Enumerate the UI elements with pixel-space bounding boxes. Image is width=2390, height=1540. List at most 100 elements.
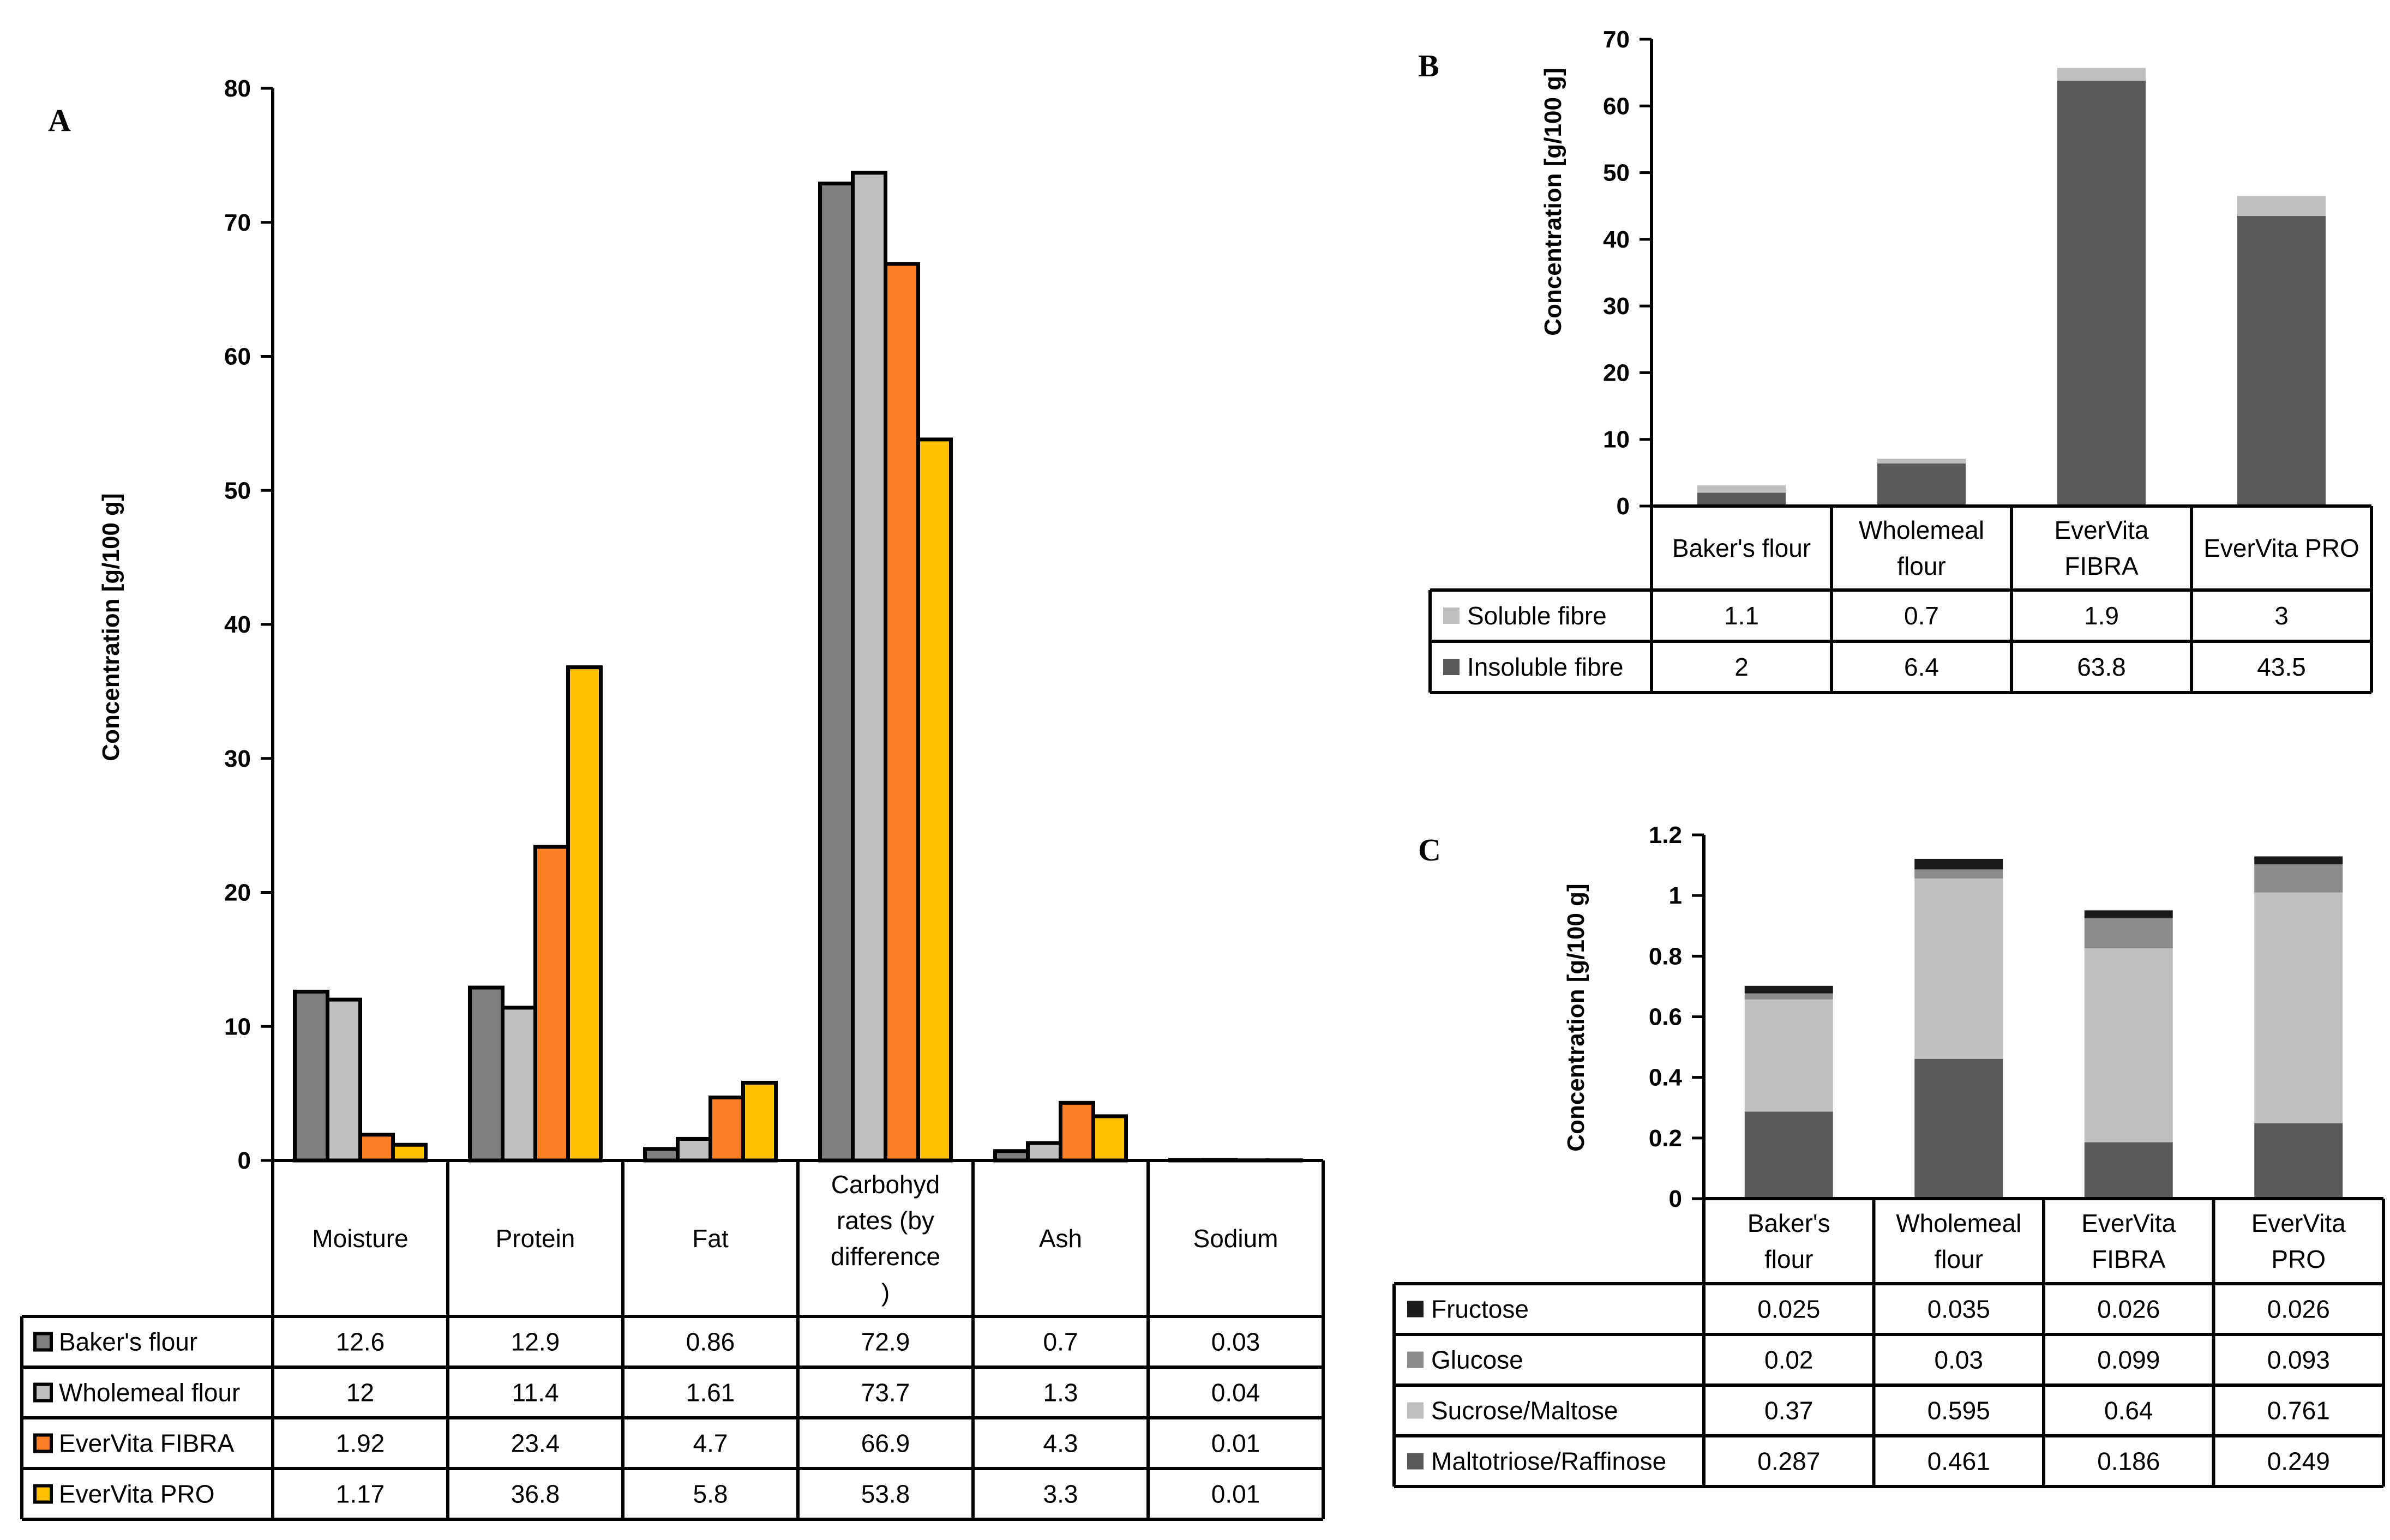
table-cell-maltotriose-raffinose-evervita-pro: 0.249	[2267, 1447, 2330, 1476]
category-label-baker-s-flour-line-0: Baker's flour	[1672, 534, 1811, 562]
y-axis-title: Concentration [g/100 g]	[1540, 68, 1566, 335]
table-cell-evervita-pro-fat: 5.8	[693, 1480, 728, 1508]
category-label-sodium-line-0: Sodium	[1193, 1224, 1278, 1253]
bar-fructose-wholemeal-flour	[1914, 858, 2003, 870]
bar-insoluble-fibre-baker-s-flour	[1697, 492, 1786, 506]
y-tick-label-0-8: 0.8	[1649, 943, 1682, 970]
bar-maltotriose-raffinose-wholemeal-flour	[1914, 1058, 2003, 1199]
bar-insoluble-fibre-evervita-fibra	[2057, 80, 2146, 506]
table-cell-glucose-wholemeal-flour: 0.03	[1934, 1346, 1983, 1374]
bar-evervita-fibra-carbohyd-rates-by-difference	[884, 262, 920, 1163]
table-cell-insoluble-fibre-wholemeal-flour: 6.4	[1904, 653, 1939, 681]
bar-maltotriose-raffinose-evervita-fibra	[2084, 1142, 2173, 1199]
legend-swatch-evervita-pro	[33, 1484, 53, 1504]
category-label-wholemeal-flour-line-1: flour	[1935, 1245, 1983, 1273]
bar-soluble-fibre-evervita-fibra	[2057, 68, 2146, 81]
table-cell-baker-s-flour-ash: 0.7	[1043, 1328, 1078, 1356]
bar-insoluble-fibre-evervita-pro	[2237, 216, 2326, 506]
bar-baker-s-flour-carbohyd-rates-by-difference	[818, 181, 855, 1163]
legend-label-maltotriose-raffinose: Maltotriose/Raffinose	[1431, 1447, 1666, 1476]
category-label-wholemeal-flour-line-0: Wholemeal	[1896, 1209, 2021, 1237]
table-cell-glucose-evervita-fibra: 0.099	[2097, 1346, 2160, 1374]
table-cell-evervita-fibra-sodium: 0.01	[1211, 1429, 1260, 1458]
table-cell-maltotriose-raffinose-evervita-fibra: 0.186	[2097, 1447, 2160, 1476]
y-axis-title: Concentration [g/100 g]	[1563, 883, 1589, 1151]
bar-evervita-fibra-ash	[1059, 1100, 1095, 1163]
bar-soluble-fibre-evervita-pro	[2237, 196, 2326, 216]
table-cell-fructose-wholemeal-flour: 0.035	[1927, 1295, 1990, 1324]
category-label-evervita-pro-line-1: PRO	[2271, 1245, 2326, 1273]
legend-label-wholemeal-flour: Wholemeal flour	[59, 1379, 240, 1407]
y-axis-title: Concentration [g/100 g]	[98, 493, 124, 761]
bar-soluble-fibre-wholemeal-flour	[1877, 459, 1966, 464]
table-cell-wholemeal-flour-protein: 11.4	[512, 1379, 559, 1407]
category-label-carbohyd-rates-by-difference-line-0: Carbohyd	[831, 1170, 940, 1199]
table-cell-insoluble-fibre-evervita-pro: 43.5	[2257, 653, 2306, 681]
table-cell-soluble-fibre-baker-s-flour: 1.1	[1724, 601, 1759, 630]
y-tick-label-40: 40	[1603, 226, 1630, 253]
legend-swatch-insoluble-fibre	[1443, 659, 1460, 675]
category-label-wholemeal-flour-line-1: flour	[1897, 552, 1945, 580]
category-label-wholemeal-flour-line-0: Wholemeal	[1859, 516, 1984, 544]
legend-label-soluble-fibre: Soluble fibre	[1467, 601, 1607, 630]
category-label-carbohyd-rates-by-difference-line-2: difference	[831, 1242, 940, 1271]
y-tick-label-30: 30	[224, 745, 251, 772]
bar-soluble-fibre-baker-s-flour	[1697, 485, 1786, 493]
category-label-carbohyd-rates-by-difference-line-1: rates (by	[837, 1206, 934, 1235]
table-cell-sucrose-maltose-evervita-pro: 0.761	[2267, 1397, 2330, 1425]
legend-swatch-sucrose-maltose	[1407, 1402, 1424, 1419]
table-cell-glucose-evervita-pro: 0.093	[2267, 1346, 2330, 1374]
bar-baker-s-flour-moisture	[293, 989, 329, 1163]
category-label-evervita-fibra-line-1: FIBRA	[2064, 552, 2139, 580]
category-label-moisture-line-0: Moisture	[312, 1224, 408, 1253]
category-label-evervita-fibra-line-0: EverVita	[2081, 1209, 2176, 1237]
legend-swatch-wholemeal-flour	[33, 1382, 53, 1403]
y-tick-label-0: 0	[1617, 493, 1630, 520]
bar-fructose-baker-s-flour	[1744, 985, 1833, 994]
y-tick-label-0: 0	[238, 1147, 251, 1174]
bar-sucrose-maltose-evervita-fibra	[2084, 948, 2173, 1142]
bar-baker-s-flour-fat	[643, 1147, 680, 1163]
table-cell-wholemeal-flour-moisture: 12	[346, 1379, 374, 1407]
bar-glucose-evervita-fibra	[2084, 918, 2173, 948]
legend-label-fructose: Fructose	[1431, 1295, 1529, 1324]
table-cell-baker-s-flour-carbohyd-rates-by-difference: 72.9	[861, 1328, 910, 1356]
table-cell-evervita-pro-carbohyd-rates-by-difference: 53.8	[861, 1480, 910, 1508]
bar-evervita-pro-ash	[1091, 1114, 1128, 1163]
table-cell-baker-s-flour-fat: 0.86	[686, 1328, 735, 1356]
bar-sucrose-maltose-baker-s-flour	[1744, 999, 1833, 1112]
bar-evervita-fibra-fat	[708, 1095, 745, 1163]
table-cell-evervita-pro-sodium: 0.01	[1211, 1480, 1260, 1508]
table-cell-evervita-fibra-moisture: 1.92	[336, 1429, 385, 1458]
table-cell-wholemeal-flour-fat: 1.61	[686, 1379, 735, 1407]
y-tick-label-0-6: 0.6	[1649, 1004, 1682, 1031]
y-tick-label-30: 30	[1603, 293, 1630, 320]
bar-wholemeal-flour-ash	[1026, 1141, 1062, 1163]
y-tick-label-0-2: 0.2	[1649, 1125, 1682, 1152]
table-cell-baker-s-flour-protein: 12.9	[511, 1328, 560, 1356]
bar-sucrose-maltose-evervita-pro	[2254, 892, 2343, 1123]
category-label-evervita-pro-line-0: EverVita PRO	[2203, 534, 2359, 562]
bar-evervita-pro-fat	[741, 1080, 778, 1163]
y-tick-label-70: 70	[224, 209, 251, 236]
legend-label-sucrose-maltose: Sucrose/Maltose	[1431, 1397, 1618, 1425]
category-label-baker-s-flour-line-0: Baker's	[1748, 1209, 1830, 1237]
legend-label-evervita-pro: EverVita PRO	[59, 1480, 214, 1508]
bar-maltotriose-raffinose-baker-s-flour	[1744, 1111, 1833, 1199]
category-label-baker-s-flour-line-1: flour	[1764, 1245, 1813, 1273]
panel-label-a: A	[48, 103, 71, 138]
bar-maltotriose-raffinose-evervita-pro	[2254, 1123, 2343, 1199]
table-cell-sucrose-maltose-wholemeal-flour: 0.595	[1927, 1397, 1990, 1425]
category-label-fat-line-0: Fat	[692, 1224, 729, 1253]
bar-evervita-pro-protein	[566, 665, 603, 1163]
category-label-protein-line-0: Protein	[496, 1224, 575, 1253]
table-cell-wholemeal-flour-carbohyd-rates-by-difference: 73.7	[861, 1379, 910, 1407]
bar-wholemeal-flour-protein	[501, 1006, 537, 1163]
y-tick-label-60: 60	[1603, 93, 1630, 119]
category-label-evervita-fibra-line-0: EverVita	[2054, 516, 2148, 544]
bar-fructose-evervita-fibra	[2084, 910, 2173, 918]
bar-evervita-pro-carbohyd-rates-by-difference	[916, 437, 953, 1163]
y-tick-label-50: 50	[224, 477, 251, 504]
table-cell-soluble-fibre-evervita-pro: 3	[2274, 601, 2289, 630]
